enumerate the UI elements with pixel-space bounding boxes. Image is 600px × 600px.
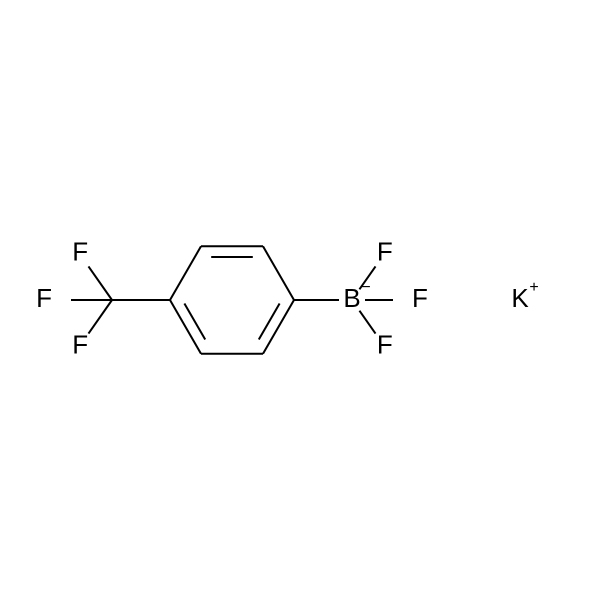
charge-K: + bbox=[529, 279, 538, 296]
molecule-diagram: B−FFFFFFK+ bbox=[0, 0, 600, 600]
atom-F-cf3-bottom: F bbox=[72, 329, 88, 359]
atom-F-bf3-top: F bbox=[377, 236, 393, 266]
atom-K: K bbox=[511, 283, 529, 313]
atom-F-bf3-bottom: F bbox=[377, 329, 393, 359]
atom-B: B bbox=[343, 283, 360, 313]
atom-F-cf3-left: F bbox=[36, 283, 52, 313]
atom-F-bf3-right: F bbox=[412, 283, 428, 313]
charge-B: − bbox=[361, 279, 370, 296]
atom-F-cf3-top: F bbox=[72, 236, 88, 266]
